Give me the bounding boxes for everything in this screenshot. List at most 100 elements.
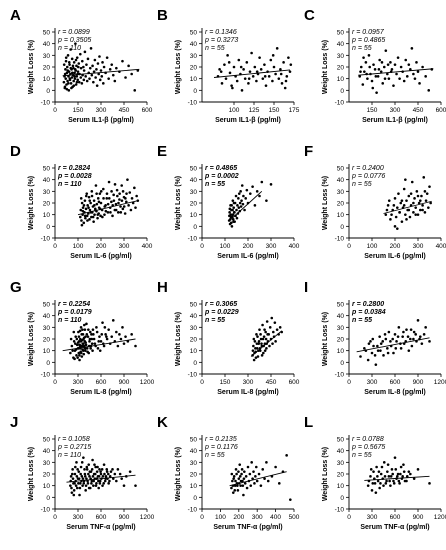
data-point (277, 482, 281, 485)
data-point (96, 465, 99, 469)
data-point (70, 472, 74, 476)
data-point (259, 484, 263, 487)
data-point (134, 206, 137, 209)
data-point (100, 75, 104, 78)
data-point (255, 479, 259, 483)
data-point (106, 211, 110, 214)
x-axis-label: Serum IL-8 (pg/ml) (217, 389, 278, 396)
data-point (107, 180, 111, 184)
data-point (85, 468, 89, 471)
y-tick-label: 40 (43, 448, 51, 455)
data-point (371, 337, 375, 341)
data-point (419, 208, 422, 212)
data-point (398, 77, 401, 80)
stat-n: n = 55 (352, 181, 372, 188)
data-point (64, 68, 67, 71)
data-point (116, 468, 120, 471)
y-tick-label: -10 (335, 372, 345, 379)
y-tick-label: 20 (190, 472, 198, 479)
data-point (84, 484, 88, 487)
x-tick-label: 450 (266, 379, 277, 386)
data-point (105, 197, 109, 200)
data-point (381, 340, 385, 343)
data-point (75, 461, 78, 464)
data-point (262, 351, 265, 355)
data-point (373, 68, 377, 71)
y-tick-label: 20 (337, 337, 345, 344)
data-point (427, 206, 430, 209)
y-tick-label: 30 (43, 189, 51, 196)
data-point (378, 486, 381, 490)
y-tick-label: 20 (190, 65, 198, 72)
data-point (83, 475, 87, 478)
data-point (250, 461, 253, 464)
data-point (274, 72, 277, 76)
stat-p: p = 0.0229 (204, 309, 239, 316)
data-point (406, 335, 410, 338)
data-point (255, 70, 259, 73)
data-point (70, 86, 73, 90)
data-point (255, 342, 259, 345)
data-point (95, 330, 99, 334)
data-point (72, 493, 76, 497)
data-point (82, 482, 86, 485)
x-tick-label: 300 (266, 243, 277, 250)
data-point (387, 330, 391, 334)
data-point (74, 342, 77, 345)
data-point (414, 206, 418, 209)
x-tick-label: 0 (347, 243, 351, 250)
data-point (99, 201, 103, 205)
data-point (420, 194, 423, 198)
data-point (380, 465, 384, 469)
data-point (415, 190, 419, 193)
regression-line (62, 338, 136, 352)
data-point (257, 340, 261, 343)
data-point (77, 482, 80, 485)
data-point (263, 477, 266, 480)
data-point (239, 190, 242, 193)
data-point (256, 335, 259, 338)
data-point (376, 344, 379, 348)
x-tick-label: 300 (367, 514, 378, 521)
data-point (75, 80, 79, 84)
data-point (103, 326, 107, 329)
data-point (88, 66, 92, 70)
data-point (72, 79, 76, 83)
data-point (85, 465, 89, 469)
x-tick-label: 500 (289, 514, 300, 521)
data-point (374, 491, 378, 494)
data-point (91, 349, 94, 352)
data-point (392, 204, 396, 207)
data-point (279, 72, 283, 76)
y-tick-label: 50 (43, 166, 51, 173)
data-point (390, 468, 394, 471)
data-point (405, 475, 409, 478)
data-point (260, 354, 264, 357)
data-point (133, 89, 137, 92)
data-point (85, 477, 88, 480)
stat-n: n = 55 (352, 317, 372, 324)
stat-p: p = 0.0002 (204, 173, 239, 180)
data-point (401, 335, 404, 338)
stat-n: n = 55 (352, 45, 372, 52)
data-point (98, 482, 102, 485)
data-point (70, 491, 74, 494)
x-tick-label: 450 (119, 107, 130, 114)
data-point (73, 472, 77, 476)
data-point (98, 335, 101, 338)
data-point (111, 73, 115, 77)
data-point (424, 75, 427, 78)
data-point (408, 215, 412, 219)
data-point (422, 176, 426, 179)
data-point (262, 335, 266, 338)
x-tick-label: 900 (413, 379, 424, 386)
y-tick-label: 40 (190, 41, 198, 48)
data-point (103, 472, 106, 476)
y-tick-label: 0 (340, 360, 344, 367)
stat-r: r = 0.2824 (58, 165, 90, 172)
data-point (272, 65, 276, 69)
data-point (82, 221, 86, 225)
